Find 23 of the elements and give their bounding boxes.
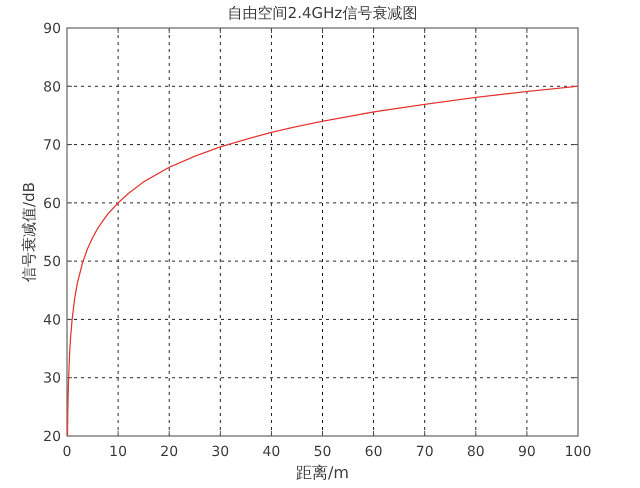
- x-tick-label: 30: [211, 444, 230, 460]
- x-tick-label: 80: [466, 444, 485, 460]
- y-tick-label: 30: [43, 370, 61, 387]
- x-tick-label: 100: [564, 444, 592, 460]
- y-tick-label: 50: [43, 254, 61, 270]
- x-tick-label: 20: [160, 444, 178, 460]
- x-tick-label: 0: [62, 444, 72, 460]
- y-tick-label: 70: [43, 138, 61, 154]
- line-series: [66, 86, 579, 436]
- y-axis-title: 信号衰减值/dB: [20, 182, 38, 282]
- x-tick-label: 60: [364, 444, 383, 460]
- x-tick-label: 10: [109, 444, 128, 460]
- x-tick-label: 70: [416, 444, 434, 460]
- y-tick-label: 80: [43, 79, 61, 96]
- y-tick-label: 40: [43, 312, 61, 328]
- x-tick-label: 40: [262, 444, 280, 460]
- chart-title: 自由空间2.4GHz信号衰减图: [228, 4, 418, 22]
- y-tick-label: 20: [43, 429, 61, 445]
- x-tick-label: 50: [314, 444, 332, 460]
- x-axis-title: 距离/m: [296, 463, 349, 482]
- x-tick-label: 90: [518, 444, 536, 460]
- y-tick-label: 90: [43, 21, 61, 37]
- y-tick-label: 60: [43, 196, 61, 212]
